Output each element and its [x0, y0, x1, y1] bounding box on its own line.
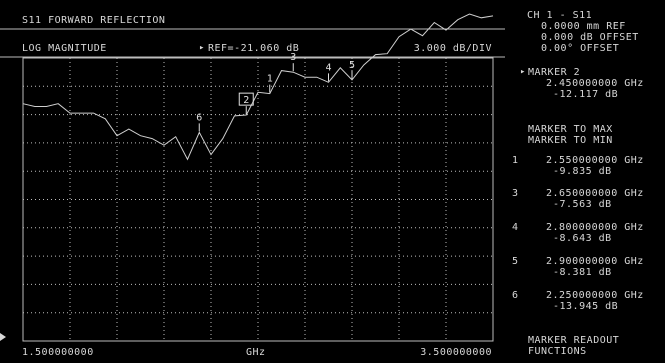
marker-label: 5	[349, 60, 355, 71]
marker-list-number[interactable]: 5	[512, 256, 519, 267]
magnitude-offset: 0.000 dB OFFSET	[541, 32, 639, 43]
marker-box	[238, 92, 254, 106]
marker-list-frequency[interactable]: 2.550000000 GHz	[546, 155, 644, 166]
start-frequency: 1.500000000	[22, 347, 94, 358]
marker-list-number[interactable]: 3	[512, 188, 519, 199]
marker-list-value[interactable]: -9.835 dB	[553, 166, 612, 177]
marker-label: 3	[290, 52, 296, 63]
frequency-unit: GHz	[246, 347, 266, 358]
marker-to-min-button[interactable]: MARKER TO MIN	[528, 135, 613, 146]
marker-list-number[interactable]: 4	[512, 222, 519, 233]
reference-pointer-icon	[0, 333, 6, 341]
marker-readout-functions[interactable]: FUNCTIONS	[528, 346, 587, 357]
marker-list-number[interactable]: 1	[512, 155, 519, 166]
marker-label: 2	[243, 95, 249, 106]
active-marker-arrow-icon: ▸	[520, 67, 526, 77]
reference-level: REF=-21.060 dB	[208, 43, 300, 54]
marker-list-value[interactable]: -7.563 dB	[553, 199, 612, 210]
marker-list-frequency[interactable]: 2.900000000 GHz	[546, 256, 644, 267]
marker-label: 1	[267, 74, 273, 85]
format-label: LOG MAGNITUDE	[22, 43, 107, 54]
ref-pointer-icon: ▸	[199, 43, 205, 53]
marker-list-frequency[interactable]: 2.800000000 GHz	[546, 222, 644, 233]
ref-plane-offset: 0.0000 mm REF	[541, 21, 626, 32]
marker-list-number[interactable]: 6	[512, 290, 519, 301]
stop-frequency: 3.500000000	[420, 347, 492, 358]
marker-list-value[interactable]: -13.945 dB	[553, 301, 619, 312]
marker-list-frequency[interactable]: 2.650000000 GHz	[546, 188, 644, 199]
screen-title: S11 FORWARD REFLECTION	[22, 15, 166, 26]
marker-label: 4	[325, 62, 331, 73]
marker-label: 6	[196, 112, 202, 123]
active-marker-frequency: 2.450000000 GHz	[546, 78, 644, 89]
channel-label: CH 1 - S11	[527, 10, 593, 21]
marker-list-value[interactable]: -8.381 dB	[553, 267, 612, 278]
marker-to-max-button[interactable]: MARKER TO MAX	[528, 124, 613, 135]
active-marker-value: -12.117 dB	[553, 89, 619, 100]
marker-list-frequency[interactable]: 2.250000000 GHz	[546, 290, 644, 301]
softkey-panel: CH 1 - S11 0.0000 mm REF 0.000 dB OFFSET…	[505, 0, 665, 363]
marker-readout-button[interactable]: MARKER READOUT	[528, 335, 620, 346]
phase-offset: 0.00° OFFSET	[541, 43, 620, 54]
marker-list-value[interactable]: -8.643 dB	[553, 233, 612, 244]
active-marker-label: MARKER 2	[528, 67, 581, 78]
trace-line	[22, 13, 494, 161]
scale-label: 3.000 dB/DIV	[413, 43, 492, 54]
plot-area: 1 2 3 4 5 6	[0, 13, 505, 342]
